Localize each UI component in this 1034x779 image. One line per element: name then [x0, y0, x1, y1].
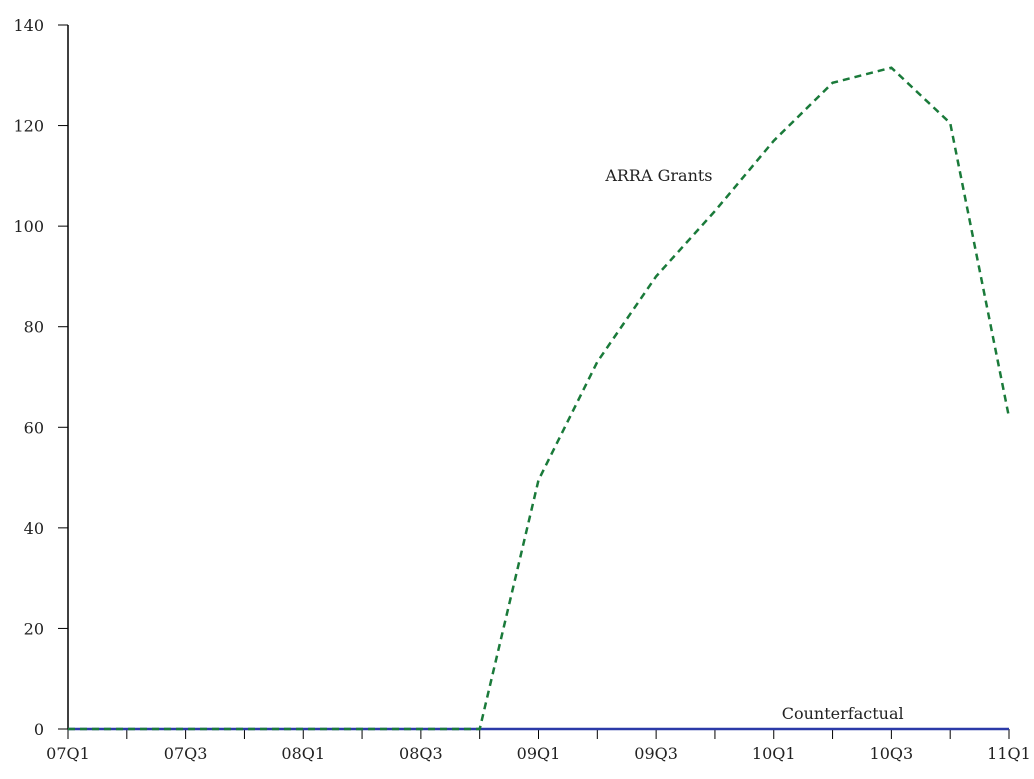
y-tick-label: 60 — [24, 418, 44, 437]
y-tick-label: 100 — [13, 217, 44, 236]
y-tick-label: 140 — [13, 16, 44, 35]
y-tick-label: 120 — [13, 117, 44, 136]
x-tick-label: 09Q1 — [517, 744, 561, 763]
x-tick-label: 07Q1 — [46, 744, 90, 763]
x-tick-label: 10Q3 — [870, 744, 914, 763]
y-tick-label: 80 — [24, 318, 44, 337]
annotations: ARRA Grants Counterfactual — [604, 166, 903, 723]
axes: 0 20 40 60 80 100 120 140 07Q1 07Q3 08Q1 08Q3 09Q1 09… — [13, 16, 1030, 763]
x-tick-label: 10Q1 — [752, 744, 796, 763]
series-line-arra-grants — [68, 66, 1011, 731]
x-tick-label: 11Q1 — [987, 744, 1031, 763]
series-group — [68, 66, 1011, 731]
y-tick-label: 40 — [24, 519, 44, 538]
annotation-label: Counterfactual — [782, 704, 904, 723]
y-tick-label: 0 — [34, 720, 44, 739]
x-tick-label: 09Q3 — [634, 744, 678, 763]
y-tick-label: 20 — [24, 619, 44, 638]
x-tick-label: 08Q1 — [281, 744, 325, 763]
x-tick-label: 07Q3 — [164, 744, 208, 763]
annotation-label: ARRA Grants — [604, 166, 712, 185]
x-tick-label: 08Q3 — [399, 744, 443, 763]
